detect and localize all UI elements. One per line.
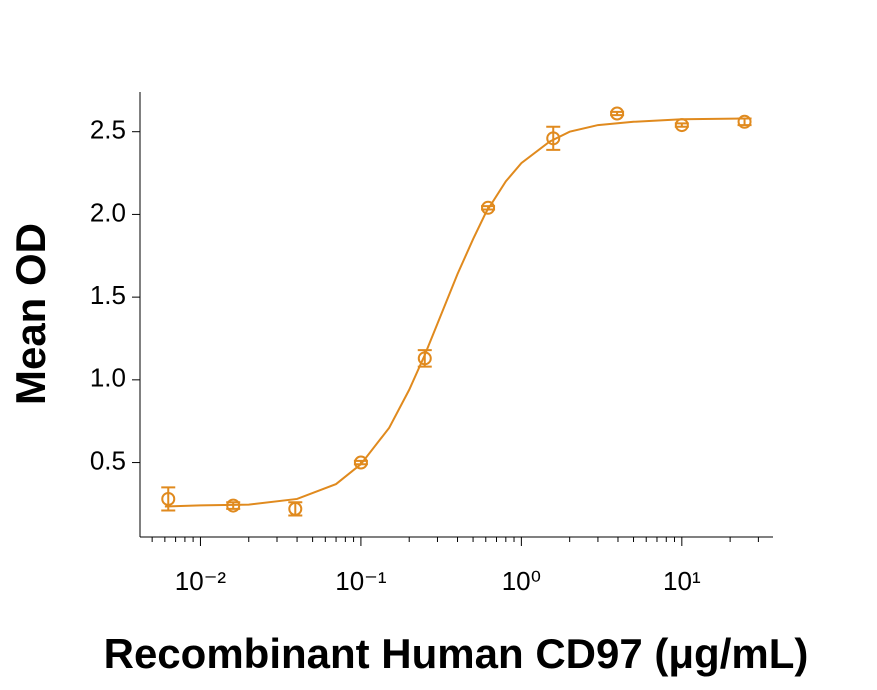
error-bar [161,486,176,512]
error-bar [610,110,625,117]
data-point [610,106,625,121]
error-bar [674,122,689,128]
error-bar [546,125,561,151]
x-axis-title: Recombinant Human CD97 (μg/mL) [104,630,809,677]
data-point [737,114,752,129]
data-point [161,491,176,506]
data-point [674,118,689,133]
y-tick-label: 1.0 [90,363,126,393]
y-tick-label: 2.5 [90,115,126,145]
x-tick-label: 10¹ [663,566,701,596]
data-point [353,455,368,470]
data-point [417,351,432,366]
data-point [546,131,561,146]
y-axis-title: Mean OD [7,223,54,405]
error-bar [353,459,368,466]
y-tick-label: 0.5 [90,445,126,475]
y-tick-label: 2.0 [90,197,126,227]
fit-curve [164,117,746,508]
y-tick-label: 1.5 [90,280,126,310]
data-point [226,498,241,513]
data-point [481,200,496,215]
error-bar [481,205,496,211]
data-point [288,501,303,516]
x-tick-label: 10⁻² [175,566,227,596]
x-tick-label: 10⁻¹ [335,566,387,596]
x-tick-label: 10⁰ [502,566,541,596]
